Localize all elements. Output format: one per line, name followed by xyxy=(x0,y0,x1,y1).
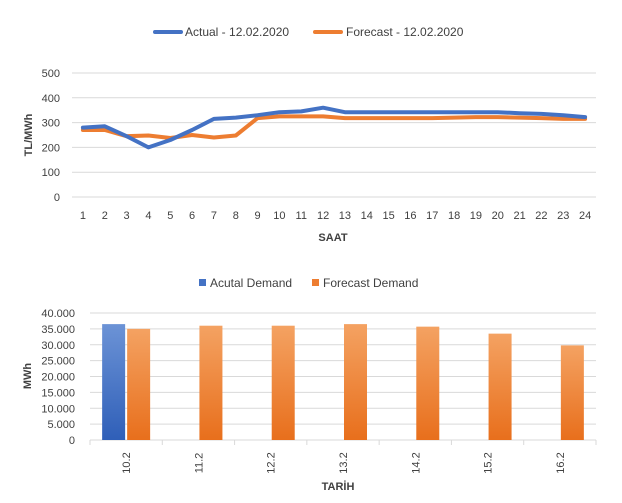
line-y-tick-label: 500 xyxy=(42,68,60,80)
bar-forecast-demand xyxy=(416,326,440,440)
bar-chart-x-ticks: 10.2 11.2 12.2 13.2 14.2 15.2 16.2 xyxy=(121,452,567,473)
bar-legend-label-actual: Acutal Demand xyxy=(210,276,292,290)
bar-x-tick-label: 16.2 xyxy=(555,452,567,473)
bar-y-tick-label: 35.000 xyxy=(41,324,75,336)
bar-y-tick-label: 40.000 xyxy=(41,308,75,320)
bar-x-tick-label: 13.2 xyxy=(338,452,350,473)
bar-y-tick-label: 10.000 xyxy=(41,403,75,415)
bar-x-tick-label: 15.2 xyxy=(483,452,495,473)
line-x-tick-label: 15 xyxy=(382,210,394,222)
line-x-tick-label: 22 xyxy=(535,210,547,222)
bar-chart-bars xyxy=(102,324,584,440)
line-chart-y-ticks: 0 100 200 300 400 500 xyxy=(42,68,60,204)
line-x-tick-label: 16 xyxy=(404,210,416,222)
line-y-tick-label: 300 xyxy=(42,118,60,130)
bar-y-tick-label: 20.000 xyxy=(41,372,75,384)
line-x-tick-label: 19 xyxy=(470,210,482,222)
bar-y-tick-label: 5.000 xyxy=(47,419,75,431)
line-x-tick-label: 21 xyxy=(513,210,525,222)
bar-chart-y-axis-title: MWh xyxy=(22,363,34,390)
line-x-tick-label: 3 xyxy=(124,210,130,222)
line-y-tick-label: 100 xyxy=(42,167,60,179)
line-series-forecast xyxy=(80,114,588,140)
line-x-tick-label: 10 xyxy=(273,210,285,222)
line-y-tick-label: 200 xyxy=(42,142,60,154)
line-chart-grid xyxy=(72,72,596,198)
line-x-tick-label: 7 xyxy=(211,210,217,222)
bar-forecast-demand xyxy=(127,328,151,440)
bar-y-tick-label: 30.000 xyxy=(41,340,75,352)
line-x-tick-label: 8 xyxy=(233,210,239,222)
bar-forecast-demand xyxy=(560,345,584,440)
bar-chart-y-ticks: 0 5.000 10.000 15.000 20.000 25.000 30.000 35.0… xyxy=(41,308,75,447)
line-x-tick-label: 14 xyxy=(361,210,373,222)
line-y-tick-label: 0 xyxy=(54,192,60,204)
bar-forecast-demand xyxy=(271,325,295,440)
line-x-tick-label: 9 xyxy=(255,210,261,222)
line-x-tick-label: 17 xyxy=(426,210,438,222)
bar-legend: Acutal Demand Forecast Demand xyxy=(199,276,418,290)
line-x-tick-label: 20 xyxy=(492,210,504,222)
line-x-tick-label: 18 xyxy=(448,210,460,222)
bar-y-tick-label: 15.000 xyxy=(41,387,75,399)
line-chart-x-axis-title: SAAT xyxy=(318,232,347,244)
line-x-tick-label: 11 xyxy=(296,210,307,222)
line-chart-x-ticks: 1 2 3 4 5 6 7 8 9 10 11 12 13 14 15 16 17 18 19 20 21 22 23 24 xyxy=(80,210,591,222)
line-x-tick-label: 24 xyxy=(579,210,591,222)
bar-legend-swatch-forecast xyxy=(312,279,319,286)
bar-legend-label-forecast: Forecast Demand xyxy=(323,276,418,290)
line-x-tick-label: 5 xyxy=(167,210,173,222)
line-x-tick-label: 13 xyxy=(339,210,351,222)
line-x-tick-label: 1 xyxy=(80,210,86,222)
line-series-actual xyxy=(80,105,588,150)
line-chart-series xyxy=(80,105,588,150)
line-legend-label-forecast: Forecast - 12.02.2020 xyxy=(346,25,464,39)
line-x-tick-label: 2 xyxy=(102,210,108,222)
bar-actual-demand xyxy=(102,324,126,440)
line-x-tick-label: 23 xyxy=(557,210,569,222)
line-legend-label-actual: Actual - 12.02.2020 xyxy=(185,25,289,39)
bar-x-tick-label: 12.2 xyxy=(266,452,278,473)
line-x-tick-label: 4 xyxy=(145,210,151,222)
bar-y-tick-label: 0 xyxy=(69,435,75,447)
bar-chart-x-axis-title: TARİH xyxy=(322,480,355,493)
bar-forecast-demand xyxy=(199,325,223,440)
bar-x-tick-label: 10.2 xyxy=(121,452,133,473)
line-y-tick-label: 400 xyxy=(42,93,60,105)
bar-forecast-demand xyxy=(488,333,512,440)
line-legend: Actual - 12.02.2020 Forecast - 12.02.202… xyxy=(153,25,464,39)
bar-x-tick-label: 11.2 xyxy=(193,453,205,474)
line-chart-y-axis-title: TL/MWh xyxy=(23,113,35,156)
line-x-tick-label: 6 xyxy=(189,210,195,222)
bar-x-tick-label: 14.2 xyxy=(410,452,422,473)
bar-chart-grid xyxy=(89,312,597,445)
bar-legend-swatch-actual xyxy=(199,279,206,286)
bar-y-tick-label: 25.000 xyxy=(41,356,75,368)
bar-forecast-demand xyxy=(344,324,367,440)
line-x-tick-label: 12 xyxy=(317,210,329,222)
